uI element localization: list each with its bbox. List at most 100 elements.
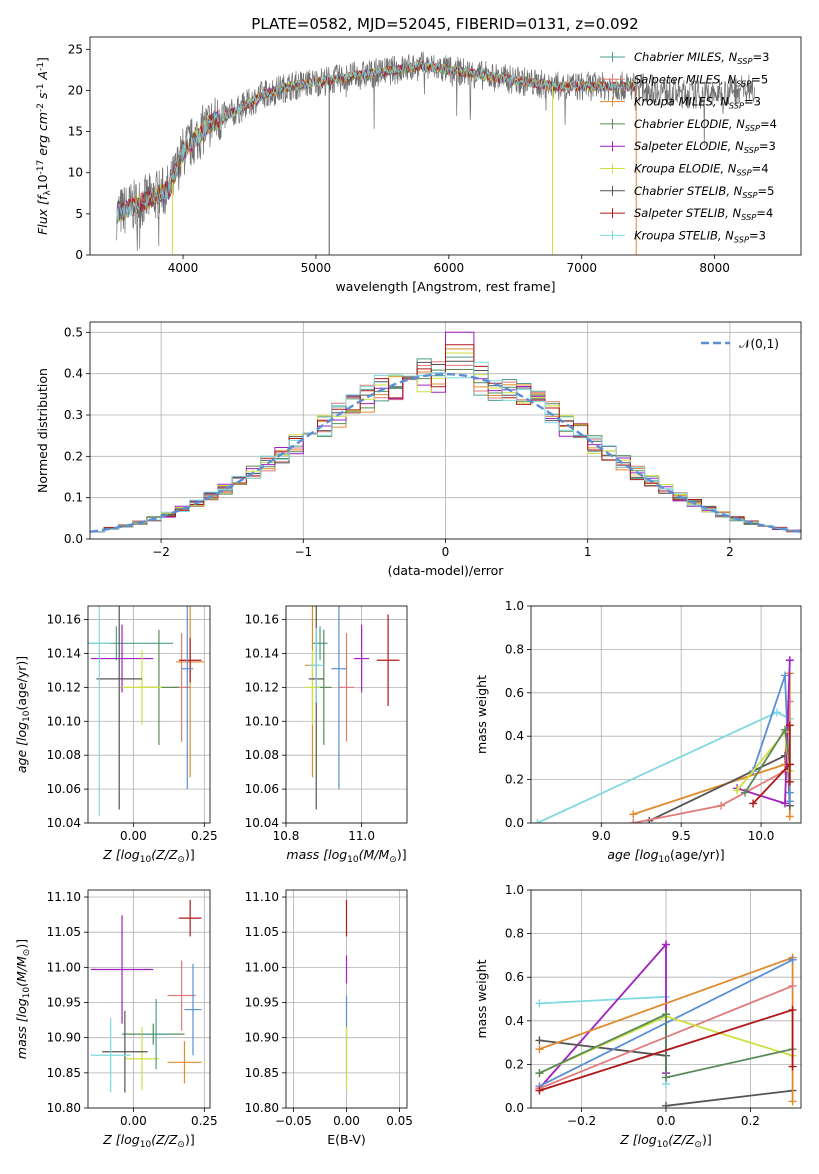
y-tick-label: 10.14 [47, 646, 81, 660]
mass-weight-marker [535, 1036, 544, 1045]
label-part: )] [702, 1132, 712, 1147]
mass-weight-marker [741, 788, 750, 797]
label-part: Z [log [102, 847, 140, 862]
y-tick-label: 0.5 [64, 325, 83, 339]
y-tick-label: 10.90 [47, 1031, 81, 1045]
weight_vs_Z-plot-area [535, 940, 797, 1108]
weight_vs_age-ylabel: mass weight [474, 675, 489, 754]
label-part: Chabrier ELODIE, N [634, 117, 745, 131]
legend-entry: 𝒩(0,1) [739, 337, 779, 351]
y-tick-label: 10.16 [245, 613, 279, 627]
y-tick-label: 10.04 [245, 816, 279, 830]
label-part: 𝒩(0,1) [739, 337, 779, 351]
y-tick-label: 0.1 [64, 491, 83, 505]
label-part: mass weight [474, 675, 489, 754]
x-tick-label: 0.25 [191, 829, 218, 843]
y-tick-label: 15 [68, 125, 83, 139]
legend-entry: Chabrier ELODIE, NSSP=4 [634, 117, 777, 133]
label-part: =5 [757, 184, 774, 198]
y-tick-label: 1.0 [505, 599, 524, 613]
y-tick-label: 0.0 [64, 532, 83, 546]
label-part: =3 [744, 95, 761, 109]
label-part: )] [397, 847, 407, 862]
label-part: (Z/Z [151, 847, 178, 862]
label-part: E(B-V) [327, 1132, 366, 1147]
x-tick-label: 6000 [434, 261, 465, 275]
label-part: 10 [659, 855, 671, 865]
label-part: (age/yr)] [14, 656, 29, 711]
weight_vs_Z-frame [530, 889, 802, 1109]
mass-weight-line [752, 675, 791, 802]
x-tick-label: 0.2 [741, 1114, 760, 1128]
label-part: SSP [736, 78, 751, 88]
x-tick-label: 7000 [566, 261, 597, 275]
label-part: erg cm [35, 112, 50, 160]
age_vs_mass-panel: 10.8 11.0 10.04 10.06 10.08 10.10 10.12 10.14 10… [245, 605, 408, 865]
label-part: (Z/Z [151, 1132, 178, 1147]
label-part: SSP [741, 212, 756, 222]
errorbar-point [331, 606, 347, 790]
legend-entry: Kroupa MILES, NSSP=3 [634, 95, 761, 111]
residual-histogram-line [90, 331, 801, 533]
label-part: -1 [36, 84, 46, 93]
y-tick-label: 11.05 [47, 925, 81, 939]
age_vs_Z-frame [87, 605, 211, 824]
y-tick-label: 10.80 [245, 1101, 279, 1115]
weight_vs_age-frame [530, 605, 802, 824]
y-tick-label: 0.4 [64, 367, 83, 381]
y-tick-label: 10.06 [245, 782, 279, 796]
label-part: =5 [751, 72, 768, 86]
mass-weight-marker [629, 819, 638, 823]
x-tick-label: 0.00 [120, 829, 147, 843]
mass-weight-line [665, 1089, 793, 1107]
y-tick-label: 0 [75, 248, 83, 262]
label-part: =4 [752, 162, 769, 176]
y-tick-label: 10.06 [47, 782, 81, 796]
mass-weight-marker [781, 671, 790, 680]
errorbar-point [184, 963, 202, 1056]
errorbar-point [88, 606, 111, 817]
label-part: =3 [759, 139, 776, 153]
y-tick-label: 10.90 [245, 1031, 279, 1045]
x-tick-label: 1 [584, 545, 592, 559]
label-part: SSP [745, 123, 760, 133]
x-tick-label: −2 [152, 545, 170, 559]
y-tick-label: 0.2 [505, 773, 524, 787]
y-tick-label: 10.08 [47, 748, 81, 762]
legend-entry: Salpeter STELIB, NSSP=4 [634, 206, 773, 222]
x-tick-label: 4000 [168, 261, 199, 275]
errorbar-point [141, 999, 171, 1070]
label-part: =4 [756, 206, 773, 220]
label-part: 10 [347, 855, 359, 865]
mass-weight-marker [773, 708, 782, 717]
weight_vs_age-plot-area [533, 656, 794, 823]
model-spectrum-line [116, 60, 636, 224]
x-tick-label: 9.5 [672, 829, 691, 843]
label-part: ⊙ [22, 949, 32, 957]
label-part: Normed distribution [35, 368, 50, 493]
y-tick-label: 0.0 [505, 1101, 524, 1115]
spectrum-xlabel: wavelength [Angstrom, rest frame] [335, 279, 555, 294]
age_vs_mass-frame [285, 605, 408, 824]
mass-weight-marker [629, 810, 638, 819]
label-part: λ [43, 190, 53, 196]
y-tick-label: 0.8 [505, 927, 524, 941]
label-part: Z [log [102, 1132, 140, 1147]
mass_vs_Z-ylabel: mass [log10(M/M⊙)] [14, 939, 32, 1059]
mass-weight-marker [785, 812, 794, 821]
label-part: )] [185, 847, 195, 862]
mass-weight-line [632, 673, 791, 817]
label-part: ⊙ [389, 855, 397, 865]
y-tick-label: 10.10 [245, 714, 279, 728]
residuals-xlabel: (data-model)/error [388, 563, 505, 578]
label-part: (data-model)/error [388, 563, 505, 578]
label-part: )] [185, 1132, 195, 1147]
mass-weight-marker [785, 656, 794, 665]
y-tick-label: 0.0 [505, 816, 524, 830]
errorbar-point [181, 606, 193, 790]
label-part: (age/yr)] [670, 847, 725, 862]
legend-entry: Kroupa ELODIE, NSSP=4 [634, 162, 769, 178]
mass-weight-line [538, 942, 667, 1089]
spectrum-plot-area [116, 51, 755, 255]
residuals-plot-area [90, 331, 801, 533]
